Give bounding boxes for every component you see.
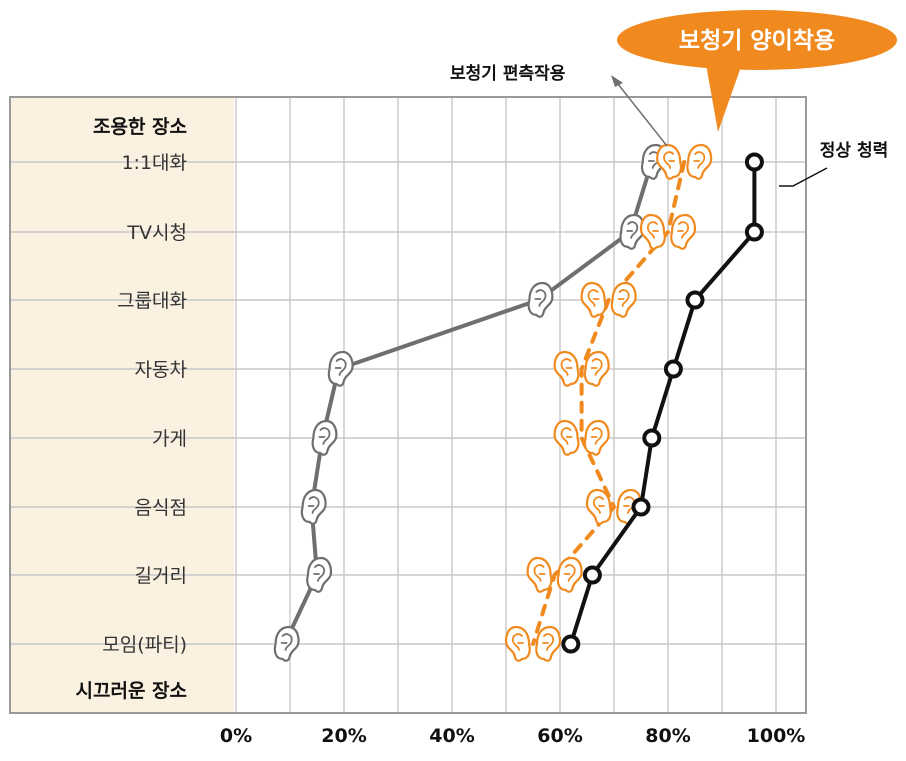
- left-ear: [656, 143, 683, 180]
- ear-inner: [542, 633, 554, 651]
- bilateral-annotation-bubble-body: [617, 10, 897, 70]
- data-point-ear-pair: [585, 488, 643, 525]
- plot-frame: [9, 96, 807, 714]
- category-label: 자동차: [135, 359, 187, 381]
- bilateral-annotation-bubble: [706, 64, 742, 132]
- category-label: 1:1대화: [121, 152, 187, 174]
- x-tick-label: 40%: [429, 725, 474, 747]
- left-ear: [639, 213, 666, 250]
- x-tick-label: 100%: [747, 725, 806, 747]
- x-tick-label: 60%: [537, 725, 582, 747]
- data-point-ear: [300, 488, 327, 525]
- data-point-ear: [327, 350, 354, 387]
- ear-inner: [590, 358, 603, 376]
- quiet-places-label: 조용한 장소: [93, 116, 187, 138]
- ear-inner: [617, 289, 630, 307]
- data-point: [631, 497, 651, 517]
- ear-inner: [590, 427, 603, 445]
- ear-inner: [663, 151, 676, 169]
- ear-inner: [534, 289, 547, 307]
- data-point: [561, 634, 581, 654]
- data-point-ear-pair: [639, 213, 697, 250]
- data-point-ear-pair: [504, 625, 562, 662]
- right-ear: [583, 419, 610, 456]
- left-ear: [504, 625, 531, 662]
- ear-inner: [318, 427, 331, 445]
- category-label: 그룹대화: [117, 290, 187, 312]
- data-point-ear: [273, 625, 300, 662]
- left-ear: [580, 281, 607, 318]
- x-tick-label: 80%: [645, 725, 690, 747]
- data-point-ear: [311, 419, 338, 456]
- data-point: [582, 565, 602, 585]
- right-ear: [670, 213, 697, 250]
- ear-inner: [313, 564, 325, 582]
- data-point: [642, 428, 662, 448]
- series-0: [273, 143, 667, 662]
- left-ear: [553, 419, 580, 456]
- normal-hearing-annotation: 정상 청력: [820, 140, 888, 161]
- ear-inner: [677, 221, 689, 239]
- x-tick-label: 20%: [321, 725, 366, 747]
- bilateral-annotation: 보청기 양이착용: [679, 28, 835, 54]
- ear-inner: [560, 358, 573, 376]
- right-ear: [535, 625, 562, 662]
- ear-inner: [693, 151, 706, 169]
- data-point-ear: [527, 281, 554, 318]
- ear-inner: [280, 633, 293, 651]
- right-ear: [686, 143, 713, 180]
- series-1: [504, 143, 713, 662]
- category-label: 음식점: [135, 497, 187, 519]
- category-label: 가게: [152, 428, 187, 450]
- category-label: 길거리: [135, 565, 187, 587]
- left-ear: [585, 488, 612, 525]
- category-label: TV시청: [126, 222, 187, 244]
- noisy-places-label: 시끄러운 장소: [76, 680, 188, 702]
- series-layer: [273, 143, 764, 662]
- ear-inner: [334, 358, 347, 376]
- ear-inner: [512, 633, 524, 651]
- series-2: [561, 152, 764, 654]
- data-point-ear-pair: [553, 419, 610, 456]
- x-axis-tick-labels: 0% 20% 40% 60% 80% 100%: [220, 725, 805, 747]
- ear-inner: [593, 496, 605, 514]
- data-point-ear: [306, 556, 333, 593]
- series-line: [568, 160, 757, 646]
- data-point: [744, 152, 764, 172]
- data-point-ear: [619, 213, 646, 250]
- ear-inner: [647, 221, 659, 239]
- data-point-ear-pair: [580, 281, 637, 318]
- unilateral-annotation-arrowhead: [611, 75, 623, 87]
- ear-inner: [533, 564, 546, 582]
- data-point-ear-pair: [656, 143, 713, 180]
- category-label: 모임(파티): [102, 634, 187, 656]
- normal-hearing-annotation-pointer: [779, 167, 828, 187]
- x-tick-label: 0%: [220, 725, 252, 747]
- right-ear: [583, 350, 610, 387]
- right-ear: [610, 281, 637, 318]
- ear-inner: [563, 564, 576, 582]
- data-point: [685, 290, 705, 310]
- ear-inner: [560, 427, 573, 445]
- right-ear: [556, 556, 583, 593]
- category-label-panel: [10, 97, 234, 713]
- data-point: [663, 359, 683, 379]
- unilateral-annotation: 보청기 편측작용: [450, 63, 566, 84]
- ear-inner: [307, 496, 320, 514]
- ear-inner: [626, 221, 639, 239]
- data-point-ear-pair: [526, 556, 583, 593]
- data-point-ear-pair: [553, 350, 610, 387]
- data-point: [744, 222, 764, 242]
- unilateral-annotation-pointer: [617, 83, 668, 147]
- ear-inner: [587, 289, 600, 307]
- left-ear: [526, 556, 553, 593]
- left-ear: [553, 350, 580, 387]
